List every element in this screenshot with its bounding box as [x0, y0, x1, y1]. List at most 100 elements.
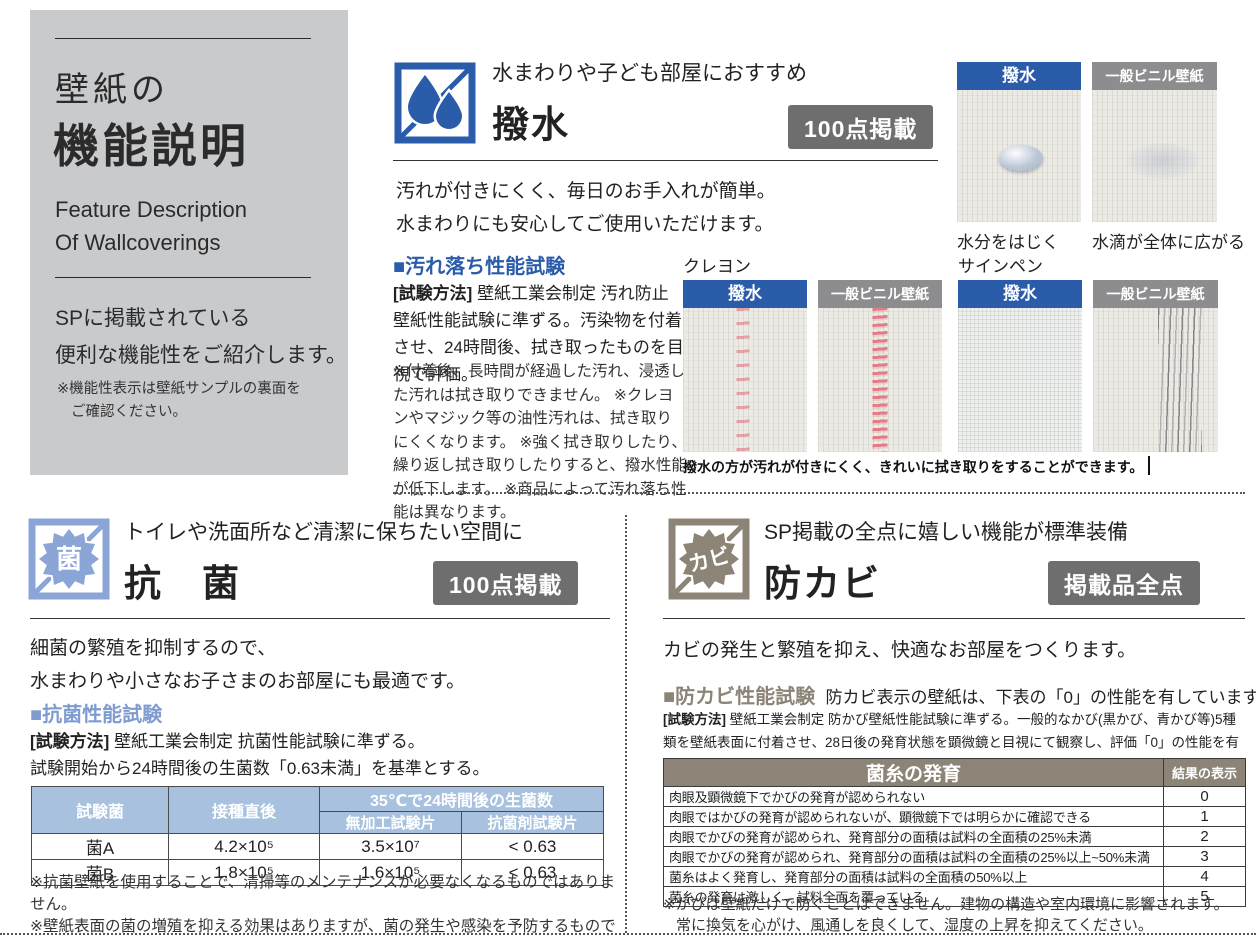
water-repellent-description-line1: 汚れが付きにくく、毎日のお手入れが簡単。	[396, 181, 776, 202]
caption-water-spreads: 水滴が全体に広がる	[1092, 233, 1245, 252]
cell-growth-desc: 肉眼ではかびの発育が認められないが、顕微鏡下では明らかに確認できる	[663, 806, 1164, 827]
antibacterial-test-heading: ■抗菌性能試験	[30, 704, 163, 726]
antibacterial-test-standard: 試験開始から24時間後の生菌数「0.63未満」を基準とする。	[30, 759, 490, 778]
sidebar-subtitle-en-line1: Feature Description	[55, 197, 247, 222]
sidebar-rule-bottom	[55, 277, 311, 278]
crayon-mark-heavy	[872, 308, 888, 452]
table-row: 菌糸はよく発育し、発育部分の面積は試料の全面積の50%以上 4	[663, 866, 1246, 887]
mold-growth-table: 菌糸の発育 結果の表示 肉眼及顕微鏡下でかびの発育が認められない 0 肉眼ではか…	[663, 758, 1246, 907]
panel-header-vinyl: 一般ビニル壁紙	[1092, 62, 1217, 90]
anti-mold-title: 防カビ	[764, 563, 881, 604]
anti-mold-test-heading: ■防カビ性能試験	[663, 686, 816, 708]
sidebar-description: SPに掲載されている 便利な機能性をご紹介します。	[55, 300, 347, 374]
water-repellent-rule	[393, 160, 938, 161]
bacteria-no-icon: 菌	[28, 518, 110, 600]
bacteria-icon-kanji: 菌	[56, 544, 82, 574]
water-repellent-description: 汚れが付きにくく、毎日のお手入れが簡単。 水まわりにも安心してご使用いただけます…	[396, 175, 776, 241]
sidebar-subtitle-en: Feature Description Of Wallcoverings	[55, 193, 247, 259]
col-header-treated: 抗菌剤試験片	[460, 811, 605, 834]
table-row: 肉眼ではかびの発育が認められないが、顕微鏡下では明らかに確認できる 1	[663, 806, 1246, 827]
sidebar-title-large: 機能説明	[53, 120, 249, 172]
sidebar-note: ※機能性表示は壁紙サンプルの裏面を ご確認ください。	[57, 378, 301, 424]
col-header-result: 結果の表示	[1163, 758, 1246, 787]
col-header-inoculation: 接種直後	[168, 786, 320, 834]
note-line: ※抗菌壁紙を使用することで、清掃等のメンテナンスが必要なくなるものではありません…	[30, 874, 616, 913]
sidebar-description-line1: SPに掲載されている	[55, 307, 251, 330]
crayon-mark-light	[736, 308, 750, 452]
water-drops-no-icon	[394, 62, 476, 144]
stain-removal-notes: ※付着後、長時間が経過した汚れ、浸透した汚れは拭き取りできません。 ※クレヨンや…	[393, 363, 687, 521]
antibacterial-description: 細菌の繁殖を抑制するので、 水まわりや小さなお子さまのお部屋にも最適です。	[30, 632, 465, 698]
panel-header-repellent: 撥水	[957, 62, 1081, 90]
cell-bacteria: 菌B	[31, 859, 169, 886]
cell-inoculation: 1.8×10⁵	[168, 859, 320, 886]
comparison-result-note: 撥水の方が汚れが付きにくく、きれいに拭き取りをすることができます。	[683, 456, 1151, 477]
water-stain-graphic	[1127, 142, 1199, 179]
stain-removal-test-heading: ■汚れ落ち性能試験	[393, 256, 566, 278]
sidebar-subtitle-en-line2: Of Wallcoverings	[55, 230, 221, 255]
note-line: ※かびは壁紙だけで防ぐことはできません。建物の構造や室内環境に影響されます。	[663, 896, 1229, 913]
sidebar-description-line2: 便利な機能性をご紹介します。	[55, 344, 347, 367]
cell-result: 0	[1163, 786, 1246, 807]
table-row: 肉眼及顕微鏡下でかびの発育が認められない 0	[663, 786, 1246, 807]
cell-growth-desc: 肉眼でかびの発育が認められ、発育部分の面積は試料の全面積の25%以上~50%未満	[663, 846, 1164, 867]
pen-group-label: サインペン	[958, 257, 1043, 276]
panel-header-repellent: 撥水	[683, 280, 807, 308]
test-method-label: [試験方法]	[393, 284, 473, 303]
caption-repels-water: 水分をはじく	[957, 233, 1059, 252]
table-row: 菌糸の発育は激しく、試料全面を覆っている 5	[663, 886, 1246, 907]
water-repellent-subtitle: 水まわりや子ども部屋におすすめ	[492, 62, 807, 85]
vertical-dotted-separator	[625, 515, 627, 933]
sidebar-rule-top	[55, 38, 311, 39]
sample-photo-crayon-vinyl	[818, 308, 942, 452]
sample-photo-crayon-repellent	[683, 308, 807, 452]
antibacterial-count-badge: 100点掲載	[433, 561, 579, 605]
sidebar-feature-description: 壁紙の 機能説明 Feature Description Of Wallcove…	[30, 10, 348, 475]
crayon-group-label: クレヨン	[683, 257, 751, 276]
note-line: ※壁紙表面の菌の増殖を抑える効果はありますが、菌の発生や感染を予防するものではあ…	[30, 918, 616, 935]
antibacterial-rule	[30, 618, 610, 619]
cell-result: 5	[1163, 886, 1246, 907]
antibacterial-result-table: 試験菌 接種直後 35℃で24時間後の生菌数 無加工試験片 抗菌剤試験片 菌A …	[31, 786, 605, 886]
antibacterial-title: 抗 菌	[124, 563, 241, 604]
sample-photo-water-repellent	[957, 90, 1081, 222]
table-row: 肉眼でかびの発育が認められ、発育部分の面積は試料の全面積の25%未満 2	[663, 826, 1246, 847]
cell-result: 4	[1163, 866, 1246, 887]
col-header-untreated: 無加工試験片	[319, 811, 462, 834]
cell-growth-desc: 肉眼及顕微鏡下でかびの発育が認められない	[663, 786, 1164, 807]
pen-mark-lines	[1158, 308, 1202, 452]
anti-mold-notes: ※かびは壁紙だけで防ぐことはできません。建物の構造や室内環境に影響されます。 常…	[663, 894, 1249, 936]
test-method-label: [試験方法]	[30, 732, 110, 751]
sidebar-note-line2: ご確認ください。	[71, 404, 187, 420]
comparison-result-text: 撥水の方が汚れが付きにくく、きれいに拭き取りをすることができます。	[683, 459, 1144, 475]
bottom-dotted-separator	[0, 933, 1256, 935]
table-row: 菌B 1.8×10⁵ 1.6×10⁵ < 0.63	[31, 859, 605, 886]
cell-result: 2	[1163, 826, 1246, 847]
sidebar-note-line1: ※機能性表示は壁紙サンプルの裏面を	[57, 381, 301, 397]
panel-header-repellent: 撥水	[958, 280, 1082, 308]
cell-treated: < 0.63	[460, 859, 605, 886]
anti-mold-rule	[663, 618, 1245, 619]
note-line: 常に換気を心がけ、風通しを良くして、湿度の上昇を抑えてください。	[676, 917, 1153, 934]
anti-mold-count-badge: 掲載品全点	[1048, 561, 1200, 605]
water-repellent-title: 撥水	[492, 104, 570, 145]
antibacterial-subtitle: トイレや洗面所など清潔に保ちたい空間に	[124, 521, 523, 544]
cell-growth-desc: 菌糸の発育は激しく、試料全面を覆っている	[663, 886, 1164, 907]
col-header-growth: 菌糸の発育	[663, 758, 1164, 787]
cell-growth-desc: 肉眼でかびの発育が認められ、発育部分の面積は試料の全面積の25%未満	[663, 826, 1164, 847]
test-method-text: 壁紙工業会制定 汚れ防止壁紙性能試験に準ずる。汚染物を付着させ、24時間後、拭き…	[393, 284, 684, 384]
cell-result: 3	[1163, 846, 1246, 867]
anti-mold-test-heading-suffix: 防カビ表示の壁紙は、下表の「0」の性能を有しています。	[825, 688, 1256, 707]
antibacterial-description-line1: 細菌の繁殖を抑制するので、	[30, 638, 277, 659]
test-method-text: 壁紙工業会制定 抗菌性能試験に準ずる。	[114, 732, 425, 751]
antibacterial-description-line2: 水まわりや小さなお子さまのお部屋にも最適です。	[30, 671, 466, 692]
cell-inoculation: 4.2×10⁵	[168, 833, 320, 860]
antibacterial-test-method: [試験方法] 壁紙工業会制定 抗菌性能試験に準ずる。	[30, 728, 610, 755]
cell-untreated: 3.5×10⁷	[319, 833, 462, 860]
anti-mold-test-heading-row: ■防カビ性能試験 防カビ表示の壁紙は、下表の「0」の性能を有しています。	[663, 680, 1256, 709]
panel-header-vinyl: 一般ビニル壁紙	[1093, 280, 1218, 308]
antibacterial-notes: ※抗菌壁紙を使用することで、清掃等のメンテナンスが必要なくなるものではありません…	[30, 872, 630, 937]
cell-untreated: 1.6×10⁵	[319, 859, 462, 886]
water-repellent-description-line2: 水まわりにも安心してご使用いただけます。	[396, 214, 774, 235]
